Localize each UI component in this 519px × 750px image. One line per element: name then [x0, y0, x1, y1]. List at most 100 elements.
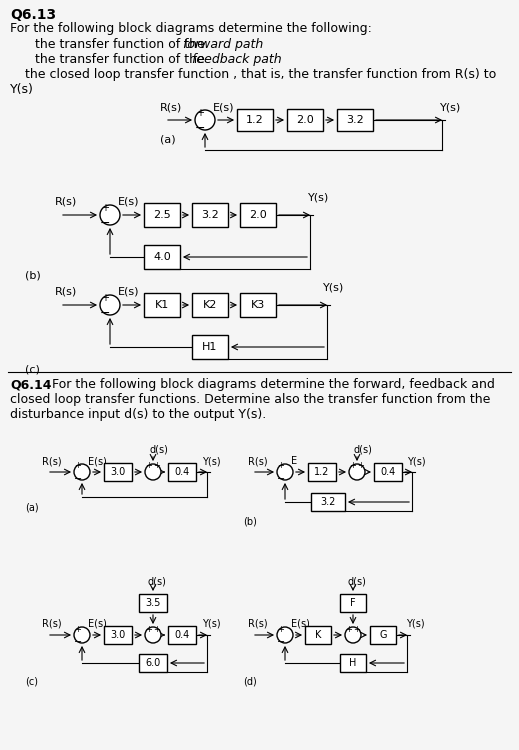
- Bar: [340, 654, 366, 672]
- Text: d(s): d(s): [148, 576, 167, 586]
- Circle shape: [277, 464, 293, 480]
- Text: K2: K2: [203, 300, 217, 310]
- Bar: [192, 335, 228, 359]
- Text: E(s): E(s): [118, 287, 140, 297]
- Text: K1: K1: [155, 300, 169, 310]
- Text: feedback path: feedback path: [192, 53, 282, 66]
- Text: (c): (c): [25, 677, 38, 687]
- Text: Y(s): Y(s): [440, 102, 461, 112]
- Bar: [240, 203, 276, 227]
- Text: −: −: [74, 474, 82, 484]
- Text: 3.2: 3.2: [320, 497, 336, 507]
- Text: forward path: forward path: [183, 38, 263, 51]
- Text: d(s): d(s): [150, 444, 169, 454]
- Text: +: +: [154, 625, 160, 634]
- Circle shape: [74, 627, 90, 643]
- Text: (b): (b): [243, 517, 257, 527]
- Text: −: −: [277, 474, 285, 484]
- Text: +: +: [196, 108, 204, 118]
- Text: Q6.14: Q6.14: [10, 378, 51, 391]
- Text: −: −: [100, 217, 110, 229]
- Bar: [144, 293, 180, 317]
- Bar: [192, 293, 228, 317]
- Circle shape: [349, 464, 365, 480]
- Circle shape: [145, 627, 161, 643]
- Text: (a): (a): [25, 502, 38, 512]
- Text: Y(s): Y(s): [323, 283, 344, 293]
- Text: +: +: [75, 625, 81, 634]
- Text: +: +: [154, 461, 160, 470]
- Text: H1: H1: [202, 342, 217, 352]
- Bar: [374, 463, 402, 481]
- Text: 6.0: 6.0: [145, 658, 160, 668]
- Text: E(s): E(s): [291, 619, 310, 629]
- Text: (a): (a): [160, 135, 175, 145]
- Text: Y(s): Y(s): [202, 619, 221, 629]
- Text: +: +: [358, 461, 364, 470]
- Text: −: −: [277, 637, 285, 647]
- Text: Y(s): Y(s): [202, 456, 221, 466]
- Text: E(s): E(s): [88, 456, 107, 466]
- Text: R(s): R(s): [248, 456, 268, 466]
- Text: K3: K3: [251, 300, 265, 310]
- Text: (c): (c): [25, 365, 40, 375]
- Text: 3.0: 3.0: [111, 630, 126, 640]
- Text: d(s): d(s): [354, 444, 373, 454]
- Text: 0.4: 0.4: [174, 630, 189, 640]
- Text: H: H: [349, 658, 357, 668]
- Bar: [104, 463, 132, 481]
- Text: R(s): R(s): [42, 456, 62, 466]
- Bar: [240, 293, 276, 317]
- Bar: [311, 493, 345, 511]
- Text: R(s): R(s): [248, 619, 268, 629]
- Bar: [144, 245, 180, 269]
- Text: Y(s): Y(s): [10, 83, 34, 96]
- Text: the transfer function of the: the transfer function of the: [35, 53, 209, 66]
- Text: the closed loop transfer function , that is, the transfer function from R(s) to: the closed loop transfer function , that…: [25, 68, 496, 81]
- Text: the transfer function of the: the transfer function of the: [35, 38, 209, 51]
- Bar: [340, 594, 366, 612]
- Text: closed loop transfer functions. Determine also the transfer function from the: closed loop transfer functions. Determin…: [10, 393, 490, 406]
- Circle shape: [74, 464, 90, 480]
- Text: (b): (b): [25, 270, 41, 280]
- Text: R(s): R(s): [42, 619, 62, 629]
- Bar: [370, 626, 396, 644]
- Text: +: +: [145, 625, 153, 634]
- Text: +: +: [278, 461, 284, 470]
- Text: Y(s): Y(s): [308, 193, 329, 203]
- Text: +: +: [278, 625, 284, 634]
- Text: +: +: [353, 625, 360, 634]
- Text: R(s): R(s): [55, 197, 77, 207]
- Text: +: +: [346, 625, 352, 634]
- Text: +: +: [101, 203, 109, 213]
- Text: +: +: [145, 461, 153, 470]
- Circle shape: [145, 464, 161, 480]
- Bar: [237, 109, 273, 131]
- Circle shape: [277, 627, 293, 643]
- Bar: [144, 203, 180, 227]
- Bar: [104, 626, 132, 644]
- Text: (d): (d): [243, 677, 257, 687]
- Text: R(s): R(s): [55, 287, 77, 297]
- Circle shape: [100, 295, 120, 315]
- Text: 2.5: 2.5: [153, 210, 171, 220]
- Text: +: +: [75, 461, 81, 470]
- Text: 0.4: 0.4: [174, 467, 189, 477]
- Text: 0.4: 0.4: [380, 467, 395, 477]
- Text: 2.0: 2.0: [249, 210, 267, 220]
- Bar: [168, 463, 196, 481]
- Text: G: G: [379, 630, 387, 640]
- Text: 3.0: 3.0: [111, 467, 126, 477]
- Text: F: F: [350, 598, 356, 608]
- Text: −: −: [100, 307, 110, 320]
- Text: −: −: [195, 122, 205, 134]
- Text: Y(s): Y(s): [406, 619, 425, 629]
- Text: d(s): d(s): [348, 576, 367, 586]
- Text: E(s): E(s): [213, 102, 235, 112]
- Text: 1.2: 1.2: [246, 115, 264, 125]
- Text: For the following block diagrams determine the following:: For the following block diagrams determi…: [10, 22, 372, 35]
- Text: 2.0: 2.0: [296, 115, 314, 125]
- Bar: [308, 463, 336, 481]
- Text: Q6.13: Q6.13: [10, 8, 56, 22]
- Text: E(s): E(s): [88, 619, 107, 629]
